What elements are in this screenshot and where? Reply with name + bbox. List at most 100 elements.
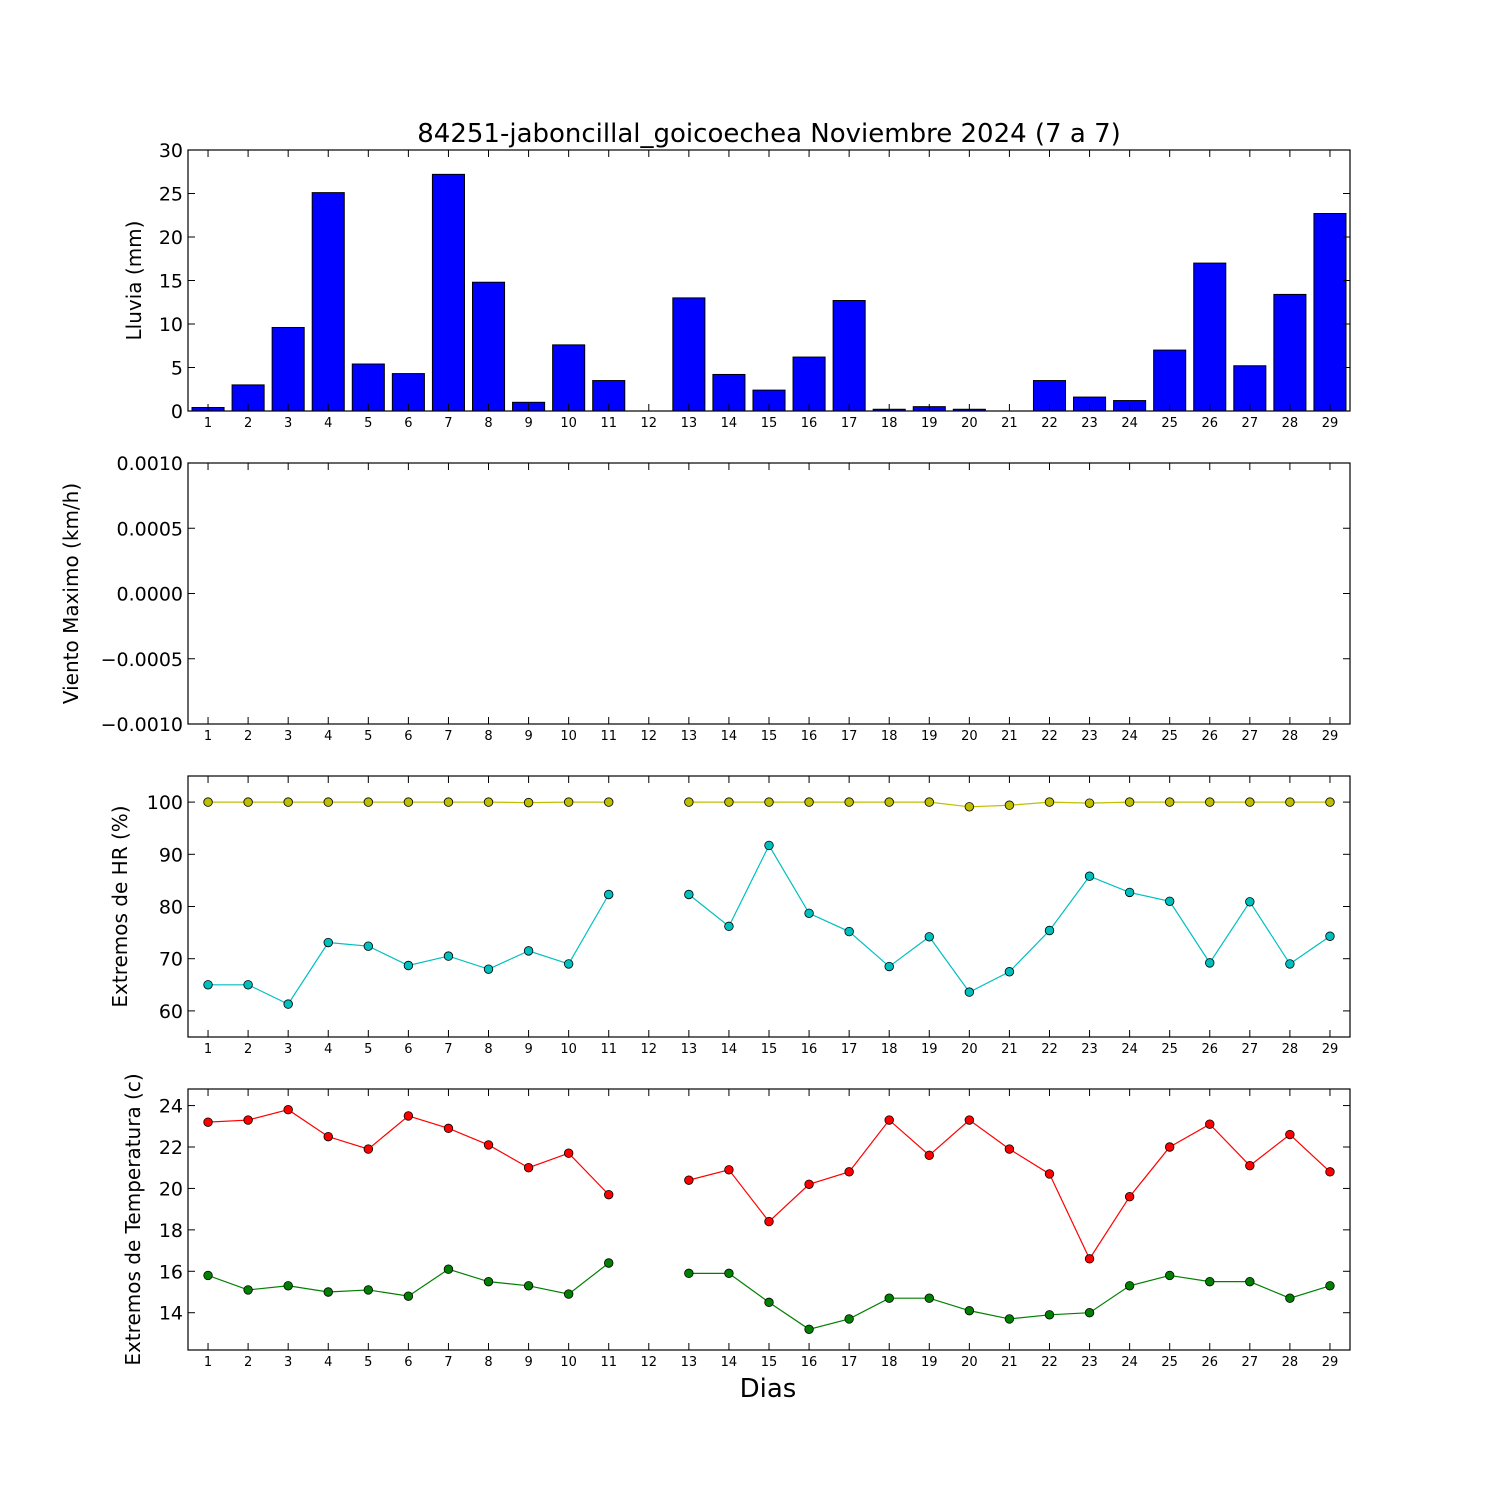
series-2-point-day-22: [1044, 925, 1055, 936]
x-tick-label: 8: [484, 1355, 492, 1370]
x-tick-label: 26: [1201, 729, 1218, 744]
bar-day-17: [832, 300, 866, 412]
x-tick-label: 2: [244, 1355, 252, 1370]
x-tick-label: 3: [284, 1355, 292, 1370]
y-tick-label: 18: [159, 1220, 183, 1242]
series-2-point-day-10: [563, 1289, 574, 1299]
series-2-point-day-21: [1004, 1314, 1015, 1324]
x-tick-label: 23: [1081, 729, 1098, 744]
series-2-point-day-18: [884, 1293, 894, 1303]
series-1-point-day-14: [724, 1165, 734, 1175]
series-2-point-day-14: [724, 1268, 734, 1279]
series-2-point-day-3: [283, 1281, 293, 1291]
series-2-point-day-14: [724, 921, 734, 932]
x-tick-label: 9: [524, 729, 532, 744]
x-tick-label: 27: [1242, 1355, 1259, 1370]
series-1-point-day-20: [964, 802, 975, 812]
bar-day-16: [792, 356, 826, 412]
series-1-point-day-13: [684, 1175, 694, 1185]
series-1-point-day-24: [1124, 797, 1135, 807]
x-tick-label: 20: [961, 1355, 978, 1370]
series-1-point-day-10: [563, 797, 574, 807]
x-tick-label: 29: [1322, 416, 1339, 431]
x-tick-label: 20: [961, 416, 978, 431]
x-tick-label: 15: [761, 416, 778, 431]
x-tick-label: 17: [841, 729, 858, 744]
y-tick-label: 30: [159, 140, 183, 162]
x-tick-label: 21: [1001, 729, 1018, 744]
x-tick-label: 2: [244, 1042, 252, 1057]
x-tick-label: 23: [1081, 1355, 1098, 1370]
series-1-point-day-19: [924, 797, 934, 807]
series-1-point-day-11: [604, 797, 614, 807]
y-axis-label: Viento Maximo (km/h): [59, 483, 83, 704]
series-1-point-day-21: [1004, 1144, 1015, 1154]
x-tick-label: 21: [1001, 1042, 1018, 1057]
x-tick-label: 18: [881, 729, 898, 744]
series-2-point-day-6: [403, 1291, 414, 1301]
x-tick-label: 17: [841, 1355, 858, 1370]
series-1-point-day-21: [1004, 800, 1015, 810]
series-1-point-day-18: [884, 797, 894, 807]
series-1-point-day-29: [1325, 797, 1335, 807]
y-tick-label: 0.0010: [117, 453, 183, 475]
series-2-point-day-27: [1245, 1276, 1255, 1287]
x-tick-label: 10: [560, 729, 577, 744]
series-1-point-day-4: [323, 1131, 333, 1142]
series-2-point-day-5: [363, 1285, 374, 1295]
bar-day-13: [672, 297, 706, 412]
series-1-point-day-25: [1164, 1142, 1175, 1152]
x-tick-label: 11: [600, 416, 617, 431]
series-2-point-day-4: [323, 1287, 333, 1297]
bar-day-8: [471, 281, 506, 412]
series-1-point-day-29: [1325, 1167, 1335, 1177]
series-2-point-day-24: [1124, 1281, 1135, 1291]
x-tick-label: 16: [801, 1355, 818, 1370]
series-1-point-day-18: [884, 1115, 894, 1125]
series-2-point-day-9: [523, 1281, 534, 1291]
bar-day-4: [311, 192, 345, 412]
x-tick-label: 1: [204, 729, 212, 744]
y-tick-label: 0: [171, 401, 183, 423]
x-tick-label: 12: [641, 729, 658, 744]
y-tick-label: 20: [159, 227, 183, 249]
x-tick-label: 21: [1001, 416, 1018, 431]
series-1-point-day-9: [523, 797, 534, 808]
x-tick-label: 10: [560, 416, 577, 431]
bar-day-27: [1233, 365, 1267, 412]
x-tick-label: 8: [484, 729, 492, 744]
x-tick-label: 24: [1121, 416, 1138, 431]
x-tick-label: 26: [1201, 1355, 1218, 1370]
series-2-point-day-6: [403, 960, 414, 971]
x-tick-label: 27: [1242, 729, 1259, 744]
series-2-point-day-28: [1285, 959, 1295, 969]
x-tick-label: 4: [324, 1355, 332, 1370]
x-tick-label: 14: [721, 1355, 738, 1370]
y-tick-label: −0.0010: [101, 714, 183, 736]
x-tick-label: 6: [404, 416, 412, 431]
series-2-line-1: [207, 1262, 610, 1297]
x-tick-label: 5: [364, 729, 372, 744]
y-tick-label: 10: [159, 314, 183, 336]
x-tick-label: 22: [1041, 1355, 1058, 1370]
series-1-point-day-2: [243, 1115, 253, 1125]
series-1-point-day-15: [764, 1216, 774, 1227]
series-2-point-day-20: [964, 987, 975, 997]
x-tick-label: 22: [1041, 1042, 1058, 1057]
series-1-point-day-1: [203, 797, 213, 807]
x-tick-label: 2: [244, 729, 252, 744]
series-2-point-day-1: [203, 1270, 213, 1281]
x-tick-label: 9: [524, 1042, 532, 1057]
series-2-point-day-11: [604, 1258, 614, 1268]
series-1-point-day-7: [443, 797, 454, 807]
series-2-point-day-29: [1325, 1281, 1335, 1291]
x-tick-label: 10: [560, 1042, 577, 1057]
series-1-point-day-1: [203, 1117, 213, 1127]
series-2-point-day-24: [1124, 887, 1135, 898]
x-tick-label: 28: [1282, 1042, 1299, 1057]
series-2-point-day-15: [764, 1297, 774, 1308]
series-2-point-day-5: [363, 941, 374, 951]
x-tick-label: 24: [1121, 1355, 1138, 1370]
